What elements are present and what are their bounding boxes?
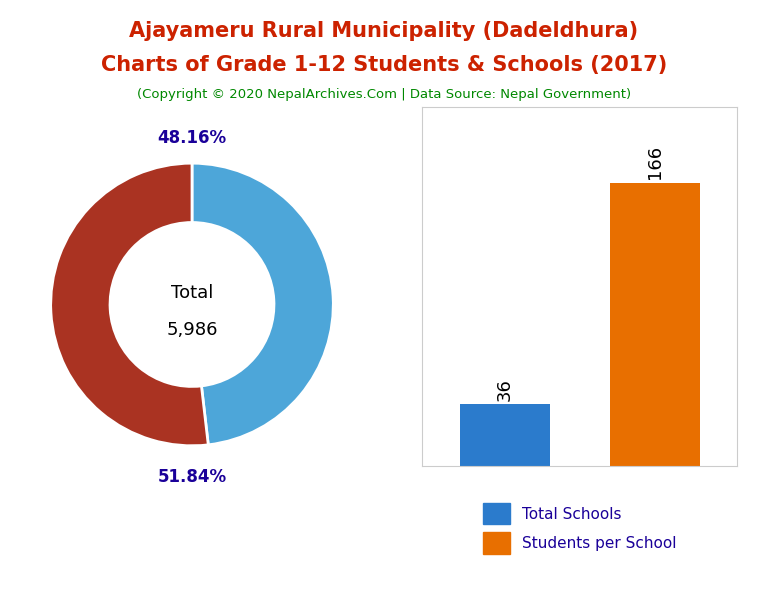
Text: 51.84%: 51.84% bbox=[157, 468, 227, 486]
Wedge shape bbox=[192, 163, 333, 445]
Legend: Total Schools, Students per School: Total Schools, Students per School bbox=[478, 498, 681, 558]
Text: 166: 166 bbox=[646, 145, 664, 179]
Text: (Copyright © 2020 NepalArchives.Com | Data Source: Nepal Government): (Copyright © 2020 NepalArchives.Com | Da… bbox=[137, 88, 631, 101]
Bar bbox=[460, 404, 550, 466]
Wedge shape bbox=[51, 163, 208, 446]
Text: 36: 36 bbox=[496, 378, 514, 401]
Text: Ajayameru Rural Municipality (Dadeldhura): Ajayameru Rural Municipality (Dadeldhura… bbox=[130, 21, 638, 41]
Text: Charts of Grade 1-12 Students & Schools (2017): Charts of Grade 1-12 Students & Schools … bbox=[101, 55, 667, 75]
Text: Total: Total bbox=[170, 284, 214, 302]
Text: 5,986: 5,986 bbox=[166, 321, 218, 339]
Bar bbox=[610, 183, 700, 466]
Text: 48.16%: 48.16% bbox=[157, 129, 227, 147]
